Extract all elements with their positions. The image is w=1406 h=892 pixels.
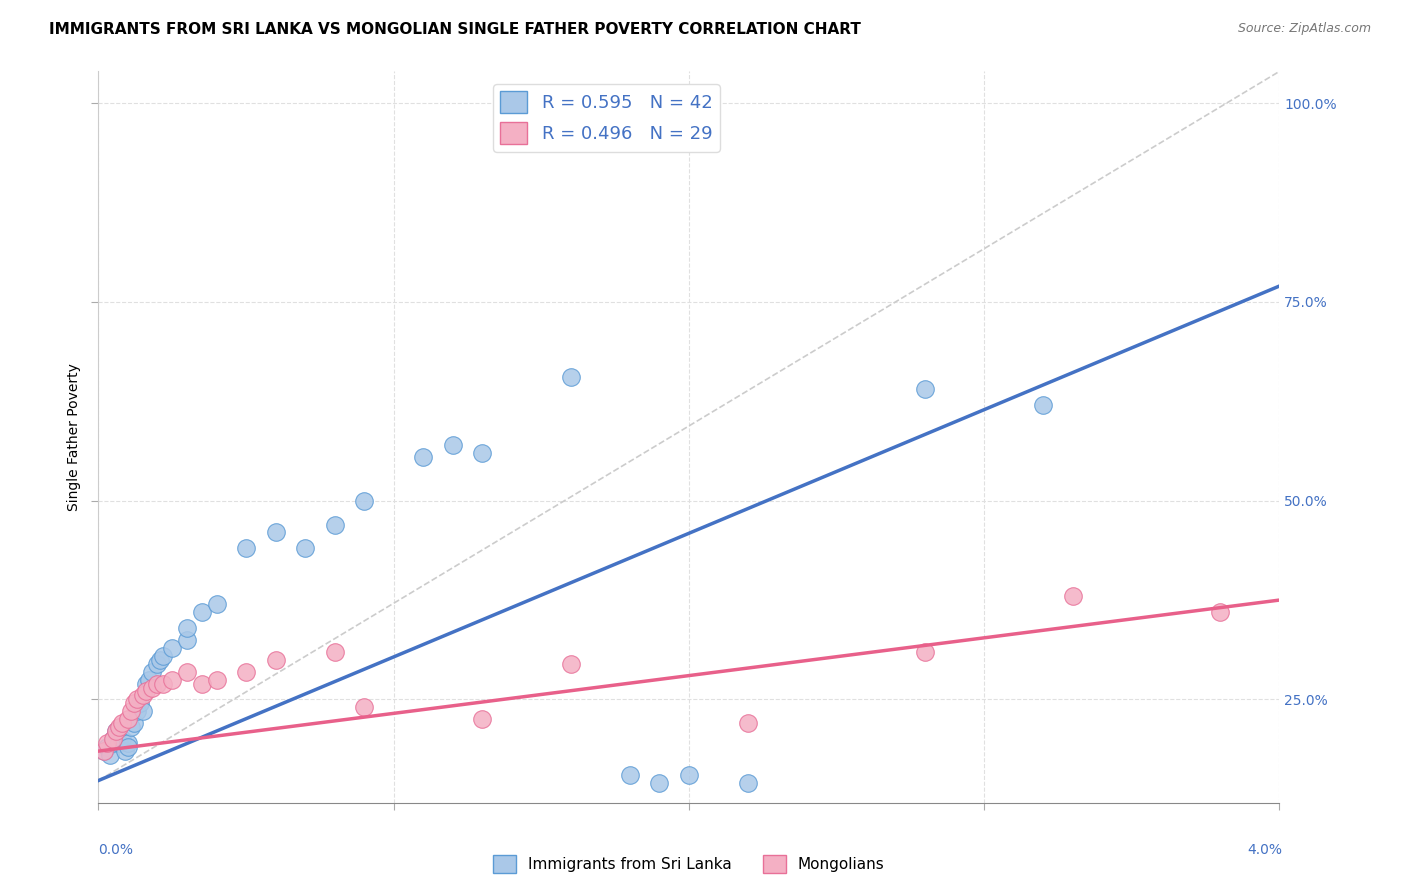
Point <box>103 732 125 747</box>
Point <box>120 720 142 734</box>
Point <box>1032 398 1054 412</box>
Point <box>191 676 214 690</box>
Point <box>176 665 198 679</box>
Point <box>111 716 134 731</box>
Point <box>619 768 641 782</box>
Point <box>205 597 228 611</box>
Point <box>98 748 121 763</box>
Point <box>648 776 671 790</box>
Point <box>120 705 142 719</box>
Point <box>162 673 183 687</box>
Point <box>96 740 118 755</box>
Point <box>353 493 375 508</box>
Point <box>117 712 139 726</box>
Point <box>117 740 139 755</box>
Point <box>678 768 700 782</box>
Point <box>122 716 145 731</box>
Point <box>1062 589 1084 603</box>
Point <box>138 673 160 687</box>
Point <box>96 736 118 750</box>
Text: 0.0%: 0.0% <box>98 843 134 857</box>
Text: IMMIGRANTS FROM SRI LANKA VS MONGOLIAN SINGLE FATHER POVERTY CORRELATION CHART: IMMIGRANTS FROM SRI LANKA VS MONGOLIAN S… <box>49 22 860 37</box>
Point <box>560 657 582 671</box>
Point <box>176 632 198 647</box>
Point <box>132 705 155 719</box>
Point <box>114 744 136 758</box>
Point <box>205 673 228 687</box>
Point <box>111 732 134 747</box>
Point <box>264 525 287 540</box>
Point <box>149 653 172 667</box>
Point <box>560 370 582 384</box>
Point <box>93 744 115 758</box>
Legend: Immigrants from Sri Lanka, Mongolians: Immigrants from Sri Lanka, Mongolians <box>486 848 891 880</box>
Point <box>125 705 148 719</box>
Point <box>323 517 346 532</box>
Point <box>108 720 131 734</box>
Point <box>146 676 169 690</box>
Point <box>235 541 257 556</box>
Point <box>914 383 936 397</box>
Point <box>141 665 163 679</box>
Point <box>141 681 163 695</box>
Point <box>471 446 494 460</box>
Point <box>235 665 257 679</box>
Point <box>103 732 125 747</box>
Point <box>152 676 174 690</box>
Point <box>914 645 936 659</box>
Point <box>108 736 131 750</box>
Point <box>105 724 128 739</box>
Point <box>737 716 759 731</box>
Point <box>323 645 346 659</box>
Point <box>264 653 287 667</box>
Text: 4.0%: 4.0% <box>1247 843 1282 857</box>
Point <box>105 724 128 739</box>
Point <box>135 676 157 690</box>
Point <box>125 692 148 706</box>
Point <box>146 657 169 671</box>
Point <box>176 621 198 635</box>
Point <box>441 438 464 452</box>
Point <box>135 684 157 698</box>
Point <box>1209 605 1232 619</box>
Point <box>471 712 494 726</box>
Point <box>412 450 434 464</box>
Point <box>103 736 125 750</box>
Point <box>128 697 150 711</box>
Point <box>191 605 214 619</box>
Point <box>294 541 316 556</box>
Point <box>93 744 115 758</box>
Point <box>737 776 759 790</box>
Point <box>152 648 174 663</box>
Point <box>162 640 183 655</box>
Point <box>117 736 139 750</box>
Text: Source: ZipAtlas.com: Source: ZipAtlas.com <box>1237 22 1371 36</box>
Point <box>353 700 375 714</box>
Point <box>122 697 145 711</box>
Point <box>132 689 155 703</box>
Y-axis label: Single Father Poverty: Single Father Poverty <box>67 363 82 511</box>
